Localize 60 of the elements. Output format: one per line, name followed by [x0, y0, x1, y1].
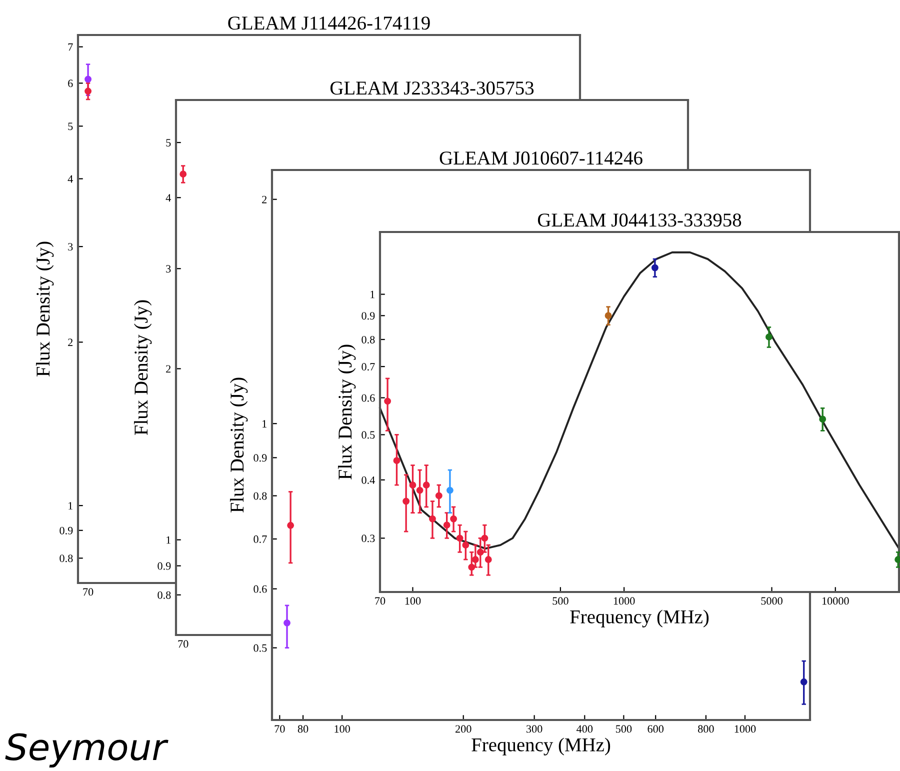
x-tick-label: 400	[576, 725, 593, 733]
y-tick-label: 0.6	[362, 394, 375, 402]
y-tick-label: 0.7	[362, 363, 375, 371]
y-tick-label: 4	[68, 175, 73, 183]
y-tick-label: 0.9	[362, 312, 375, 320]
y-tick-label: 0.8	[158, 591, 171, 599]
x-tick-label: 500	[616, 725, 632, 733]
y-tick-label: 1	[166, 536, 170, 544]
x-tick-label: 5000	[761, 597, 782, 605]
chart-title: GLEAM J114426-174119	[228, 16, 430, 30]
y-tick-label: 0.8	[362, 336, 375, 344]
x-tick-label: 70	[375, 597, 386, 605]
x-axis-title: Frequency (MHz)	[472, 738, 610, 756]
y-tick-label: 5	[68, 122, 73, 130]
y-tick-label: 0.9	[60, 526, 73, 534]
x-tick-label: 1000	[734, 725, 756, 733]
chart-title: GLEAM J233343-305753	[330, 82, 534, 95]
x-tick-label: 100	[334, 725, 350, 733]
y-tick-label: 2	[166, 365, 171, 373]
x-tick-label: 70	[178, 640, 188, 648]
y-tick-label: 1	[262, 420, 266, 428]
y-tick-label: 0.7	[254, 535, 267, 543]
x-tick-label: 70	[83, 588, 94, 596]
x-axis-title: Frequency (MHz)	[570, 610, 709, 628]
y-tick-label: 0.6	[254, 585, 267, 593]
x-tick-label: 500	[552, 597, 568, 605]
x-tick-label: 10000	[822, 597, 849, 605]
x-tick-label: 800	[698, 725, 714, 733]
y-axis-title: Flux Density (Jy)	[230, 378, 248, 512]
y-tick-label: 0.5	[362, 431, 375, 439]
y-tick-label: 0.5	[254, 644, 267, 652]
y-tick-label: 2	[68, 338, 73, 346]
y-tick-label: 2	[262, 196, 267, 204]
y-axis-title: Flux Density (Jy)	[338, 344, 356, 480]
x-tick-label: 1000	[614, 597, 635, 605]
chart-title: GLEAM J010607-114246	[440, 152, 642, 165]
y-tick-label: 6	[68, 80, 73, 88]
y-tick-label: 0.8	[60, 554, 73, 562]
y-tick-label: 0.9	[254, 454, 267, 462]
y-tick-label: 3	[166, 265, 171, 273]
y-tick-label: 4	[166, 194, 171, 202]
y-tick-label: 0.8	[254, 492, 267, 500]
y-tick-label: 5	[166, 139, 171, 146]
x-tick-label: 200	[456, 725, 472, 733]
x-tick-label: 100	[405, 597, 421, 605]
y-axis-title: Flux Density (Jy)	[134, 300, 152, 435]
y-tick-label: 1	[370, 290, 374, 298]
text: Seymour	[5, 733, 168, 768]
y-tick-label: 0.4	[362, 476, 375, 484]
x-tick-label: 70	[274, 725, 285, 733]
y-axis-title: Flux Density (Jy)	[36, 242, 54, 376]
y-tick-label: 1	[68, 502, 72, 510]
y-tick-label: 0.3	[362, 534, 375, 542]
x-tick-label: 80	[298, 725, 308, 733]
x-tick-label: 300	[526, 725, 542, 733]
x-tick-label: 600	[648, 725, 664, 733]
y-tick-label: 0.9	[158, 562, 171, 570]
chart-title: GLEAM J044133-333958	[538, 214, 742, 227]
y-tick-label: 3	[68, 243, 73, 251]
y-tick-label: 7	[68, 43, 73, 51]
